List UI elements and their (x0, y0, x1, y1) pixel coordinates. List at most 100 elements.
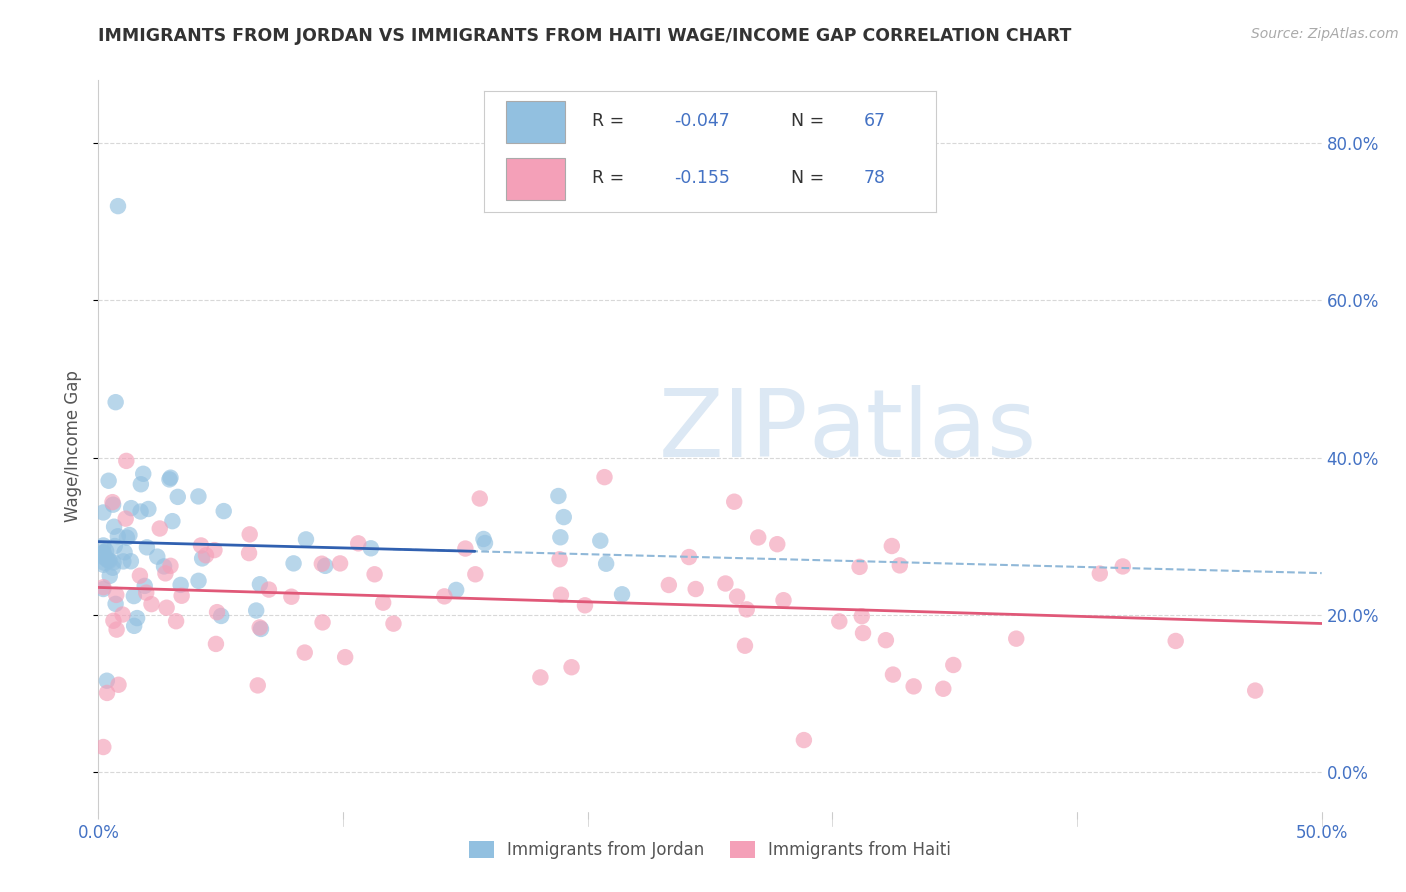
Point (115, 531, 138, 545)
Point (880, 539, 903, 553)
Point (658, 578, 681, 592)
Point (363, 567, 385, 582)
Point (169, 578, 191, 592)
Point (373, 596, 395, 610)
Point (347, 536, 370, 550)
Point (127, 611, 149, 625)
Point (187, 574, 209, 588)
Point (96, 686, 118, 700)
Point (120, 501, 142, 516)
Point (474, 536, 496, 550)
Text: atlas: atlas (808, 385, 1036, 477)
Point (162, 514, 184, 528)
Point (107, 529, 129, 543)
Point (138, 502, 160, 516)
Point (250, 622, 273, 636)
Point (574, 599, 596, 613)
Point (101, 498, 124, 512)
Point (135, 585, 157, 599)
Point (94, 544, 117, 558)
Point (547, 489, 569, 503)
Point (529, 670, 551, 684)
Point (283, 557, 305, 571)
Text: IMMIGRANTS FROM JORDAN VS IMMIGRANTS FROM HAITI WAGE/INCOME GAP CORRELATION CHAR: IMMIGRANTS FROM JORDAN VS IMMIGRANTS FRO… (98, 27, 1071, 45)
Point (112, 554, 135, 568)
Point (593, 470, 616, 484)
Point (1005, 632, 1028, 646)
Point (747, 531, 769, 545)
Point (114, 545, 136, 559)
Point (295, 533, 318, 547)
Point (360, 541, 382, 556)
Point (98, 569, 121, 583)
Point (91, 546, 114, 560)
Point (851, 609, 873, 624)
Point (118, 528, 141, 542)
Point (685, 582, 707, 596)
Point (191, 551, 214, 566)
Point (170, 589, 193, 603)
Point (166, 490, 188, 504)
Point (766, 537, 789, 551)
Point (104, 539, 127, 553)
Point (114, 511, 136, 525)
Point (205, 637, 228, 651)
Text: ZIP: ZIP (658, 385, 808, 477)
Point (101, 560, 124, 574)
Point (129, 504, 152, 518)
Point (678, 549, 700, 564)
Point (103, 555, 125, 569)
Point (382, 616, 405, 631)
Point (187, 490, 209, 504)
Point (772, 593, 794, 607)
Point (129, 568, 152, 582)
Point (1164, 634, 1187, 648)
Point (96, 553, 118, 567)
Point (107, 678, 129, 692)
Point (91, 538, 114, 552)
Point (848, 560, 870, 574)
Point (561, 660, 583, 674)
Point (91, 558, 114, 572)
Point (725, 590, 748, 604)
Point (454, 541, 477, 556)
Point (333, 650, 356, 665)
Point (433, 590, 456, 604)
Point (1088, 566, 1111, 581)
Point (294, 646, 316, 660)
Point (852, 626, 875, 640)
Point (101, 495, 124, 509)
Point (932, 681, 955, 696)
Point (314, 558, 336, 573)
Point (209, 609, 232, 624)
Point (159, 471, 181, 485)
Point (828, 615, 851, 629)
Point (146, 549, 169, 564)
Point (141, 597, 163, 611)
Point (249, 620, 271, 634)
Point (195, 549, 218, 563)
Point (714, 576, 737, 591)
Point (610, 587, 633, 601)
Point (129, 477, 152, 491)
Point (472, 532, 495, 546)
Point (91, 739, 114, 754)
Point (153, 559, 176, 574)
Point (793, 733, 815, 747)
Point (589, 533, 612, 548)
Point (723, 494, 745, 508)
Point (120, 554, 142, 568)
Point (91, 545, 114, 559)
Point (548, 552, 571, 566)
Point (444, 582, 467, 597)
Point (249, 577, 271, 591)
Point (553, 510, 575, 524)
Point (329, 557, 352, 571)
Point (239, 527, 262, 541)
Y-axis label: Wage/Income Gap: Wage/Income Gap (63, 370, 82, 522)
Point (103, 519, 125, 533)
Point (165, 614, 187, 628)
Point (205, 605, 228, 619)
Point (311, 615, 333, 630)
Point (122, 589, 145, 603)
